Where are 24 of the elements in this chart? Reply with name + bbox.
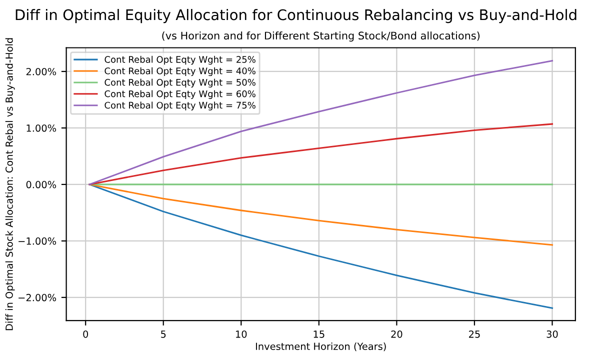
x-tick-label: 15 [314,330,324,338]
legend-label: Cont Rebal Opt Eqty Wght = 25% [104,56,256,65]
line-series [88,184,554,246]
legend-label: Cont Rebal Opt Eqty Wght = 50% [104,78,256,88]
y-tick-label: −1.00% [18,237,56,245]
legend-label: Cont Rebal Opt Eqty Wght = 40% [104,67,256,76]
x-axis-title: Investment Horizon (Years) [256,342,386,352]
y-axis-title: Diff in Optimal Stock Allocation: Cont Rebal vs Buy-and-Hold [5,38,15,330]
line-series [88,184,554,309]
y-tick-label: 1.00% [26,124,56,132]
x-tick-label: 5 [161,330,166,338]
x-tick-label: 30 [546,330,558,338]
chart-title: Diff in Optimal Equity Allocation for Continuous Rebalancing vs Buy-and-Hold [16,8,576,24]
x-tick-label: 10 [236,330,247,338]
legend-label: Cont Rebal Opt Eqty Wght = 75% [104,102,256,110]
x-tick-label: 20 [391,330,402,338]
x-tick-label: 25 [469,330,480,338]
line-series [88,123,554,186]
y-tick-label: 2.00% [26,68,56,76]
y-tick-label: 0.00% [26,180,56,188]
chart-subtitle: (vs Horizon and for Different Starting Stock/Bond allocations) [162,32,480,42]
x-tick-label: 0 [83,330,88,338]
legend-label: Cont Rebal Opt Eqty Wght = 60% [104,90,256,99]
y-tick-label: −2.00% [18,294,56,302]
